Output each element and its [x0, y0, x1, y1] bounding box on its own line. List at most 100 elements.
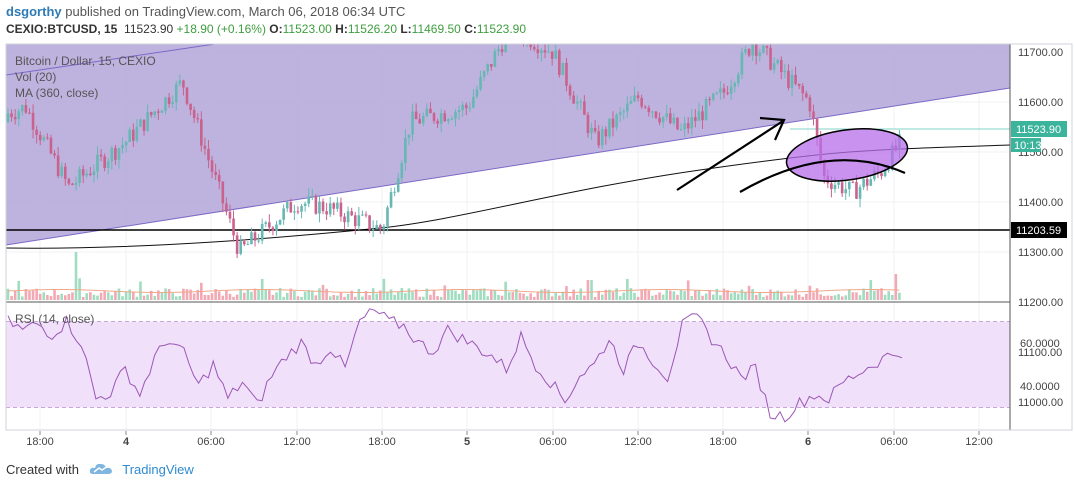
- volume-bar: [887, 291, 890, 300]
- volume-bar: [711, 294, 715, 300]
- volume-bar: [371, 288, 375, 300]
- candle-body: [543, 50, 547, 53]
- volume-bar: [611, 291, 615, 300]
- volume-bar: [318, 288, 321, 300]
- volume-bar: [239, 289, 242, 300]
- volume-bar: [690, 296, 694, 300]
- candle-body: [418, 119, 421, 124]
- time-axis[interactable]: 18:00 4 06:00 12:00 18:00 5 06:00 12:00 18:00 6 06…: [26, 431, 993, 448]
- volume-bar: [221, 295, 225, 300]
- candle-body: [550, 51, 554, 59]
- candle-body: [729, 86, 733, 94]
- volume-bar: [665, 289, 669, 300]
- time-tick-label: 12:00: [624, 436, 652, 448]
- volume-bar: [447, 290, 450, 300]
- author-link[interactable]: dsgorthy: [6, 4, 62, 19]
- volume-bar: [561, 291, 565, 300]
- volume-bar: [35, 288, 38, 300]
- candle-body: [189, 103, 192, 111]
- annotations[interactable]: [676, 116, 911, 193]
- candle-body: [475, 89, 479, 97]
- candle-body: [336, 202, 339, 209]
- candle-body: [794, 74, 797, 84]
- candle-body: [414, 111, 418, 120]
- candle-body: [42, 137, 46, 141]
- candle-body: [386, 207, 389, 227]
- time-tick-label: 06:00: [880, 436, 908, 448]
- volume-bar: [425, 288, 429, 300]
- candle-body: [46, 137, 49, 139]
- volume-bar: [683, 291, 686, 300]
- candle-body: [21, 105, 24, 112]
- chart-area[interactable]: 11700.00 11600.00 11500.00 11400.00 11300.00…: [0, 40, 1074, 455]
- candle-body: [67, 178, 71, 184]
- candle-body: [257, 240, 260, 242]
- time-tick-label: 12:00: [965, 436, 993, 448]
- candle-body: [754, 44, 758, 56]
- volume-bar: [554, 292, 558, 300]
- volume-bar: [189, 289, 192, 300]
- candle-body: [643, 106, 647, 108]
- volume-bar: [507, 292, 511, 300]
- volume-bar: [49, 296, 53, 300]
- volume-bar: [56, 294, 60, 300]
- candle-body: [185, 87, 189, 104]
- candle-body: [429, 108, 432, 114]
- candle-body: [561, 62, 565, 75]
- rsi-tick-label: 40.0000: [1020, 381, 1060, 393]
- candle-body: [160, 110, 164, 113]
- volume-bar: [865, 291, 869, 300]
- candle-body: [608, 118, 611, 137]
- volume-bar: [235, 294, 239, 300]
- candle-body: [153, 111, 157, 116]
- price-tick-label: 11100.00: [1018, 347, 1062, 359]
- volume-bar: [511, 292, 515, 300]
- candle-body: [651, 111, 654, 113]
- price-chart[interactable]: 11700.0011600.0011500.0011400.0011300.00…: [0, 40, 1074, 455]
- volume-bar: [432, 290, 436, 300]
- footer: Created with TradingView: [6, 462, 194, 479]
- volume-bar: [285, 292, 289, 300]
- volume-bar: [278, 288, 282, 300]
- tradingview-cloud-icon[interactable]: [89, 462, 113, 479]
- volume-bar: [472, 289, 475, 300]
- arrow-line: [676, 120, 784, 191]
- volume-bar: [493, 290, 497, 300]
- candle-body: [400, 163, 404, 179]
- volume-bar: [726, 290, 729, 300]
- volume-bar: [361, 296, 364, 300]
- candle-body: [851, 181, 855, 183]
- candle-body: [114, 148, 117, 160]
- volume-bar: [497, 295, 500, 300]
- tradingview-link[interactable]: TradingView: [122, 462, 194, 477]
- candle-body: [504, 44, 507, 53]
- candle-body: [769, 47, 772, 70]
- volume-bar: [132, 291, 135, 300]
- volume-bar: [146, 294, 149, 300]
- volume-bar: [615, 288, 618, 300]
- volume-bar: [153, 295, 157, 300]
- volume-bar: [851, 292, 855, 300]
- candle-body: [779, 60, 783, 73]
- volume-bar: [404, 293, 407, 300]
- price-axis[interactable]: 11700.0011600.0011500.0011400.0011300.00…: [1018, 47, 1063, 409]
- candle-body: [708, 99, 711, 101]
- volume-bar: [303, 291, 307, 300]
- countdown-badge-bg: [1011, 138, 1041, 152]
- volume-bar: [744, 292, 747, 300]
- volume-bar: [242, 292, 246, 300]
- trend-channel[interactable]: [6, 40, 1010, 246]
- volume-bar: [776, 290, 779, 300]
- volume-bar: [92, 294, 96, 300]
- candle-body: [572, 95, 575, 104]
- candle-body: [121, 145, 124, 149]
- candle-body: [615, 114, 618, 128]
- volume-bar: [275, 292, 278, 300]
- volume-bar: [572, 289, 575, 300]
- candle-body: [676, 117, 679, 130]
- candle-body: [174, 83, 178, 103]
- volume-bar: [217, 291, 221, 300]
- volume-bar: [214, 289, 217, 300]
- candle-body: [421, 116, 425, 124]
- volume-bar: [368, 295, 371, 300]
